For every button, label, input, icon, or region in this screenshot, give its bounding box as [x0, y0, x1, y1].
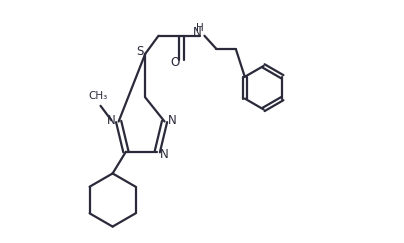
Text: CH₃: CH₃: [88, 91, 108, 101]
Text: O: O: [170, 56, 179, 69]
Text: H: H: [196, 24, 204, 34]
Text: N: N: [107, 114, 116, 127]
Text: N: N: [160, 148, 168, 161]
Text: N: N: [167, 114, 176, 127]
Text: S: S: [136, 45, 143, 58]
Text: N: N: [193, 26, 202, 39]
